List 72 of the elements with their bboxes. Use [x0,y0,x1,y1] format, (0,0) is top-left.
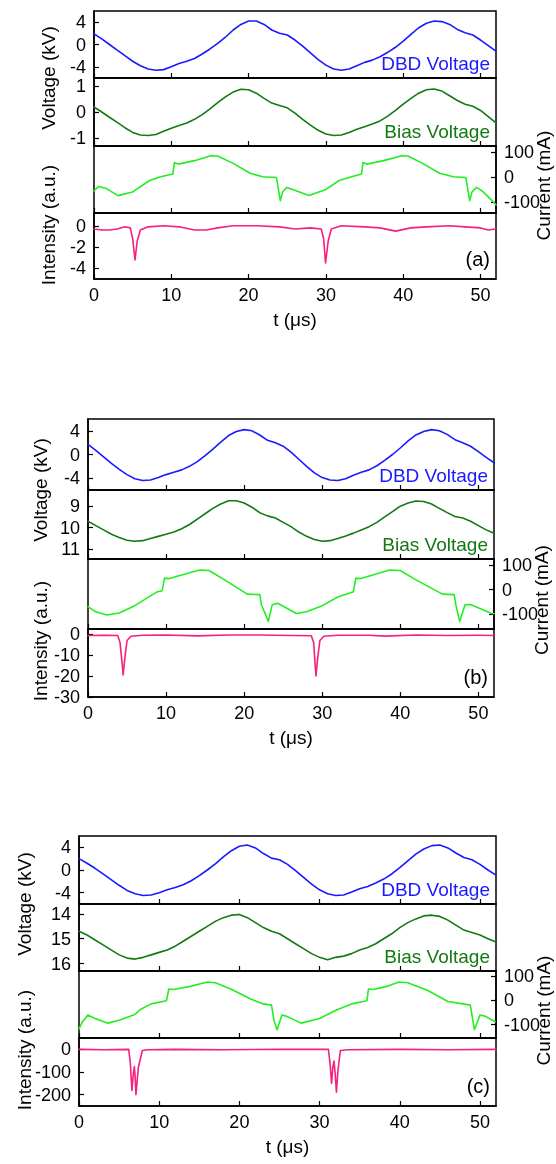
x-axis-title: t (μs) [265,1136,310,1157]
y-tick-label: 14 [50,903,71,924]
y-tick-label: 1 [75,75,86,96]
y2-tick-label: 100 [504,142,535,163]
x-tick-label: 40 [393,285,414,305]
y-axis-title: Voltage (kV) [37,26,59,130]
x-axis-title: t (μs) [273,309,317,330]
y2-tick-label: 100 [504,965,535,986]
x-tick-label: 30 [315,285,336,305]
y-tick-label: 0 [75,215,86,236]
x-tick-label: 10 [161,285,182,305]
x-tick-label: 30 [309,1112,330,1132]
y-tick-label: -4 [54,882,71,903]
x-tick-label: 50 [470,285,491,305]
y-tick-label: 0 [75,34,86,55]
series-label: DBD Voltage [379,465,489,486]
y-axis-title: Intensity (a.u.) [13,989,35,1111]
annotation: (c) [466,1075,491,1097]
y2-tick-label: 0 [502,579,513,600]
y-tick-label: 0 [69,444,80,465]
x-tick-label: 20 [234,703,255,723]
y-tick-label: -30 [53,687,80,707]
y-tick-label: 11 [61,539,80,560]
y-tick-label: -2 [69,237,86,258]
y-tick-label: -1 [69,128,86,149]
y2-tick-label: 0 [504,990,515,1011]
y-axis-title: Intensity (a.u.) [37,164,59,286]
line-series [93,154,497,206]
y-tick-label: 0 [60,1039,71,1060]
x-axis-title: t (μs) [269,727,313,748]
line-series [78,981,496,1031]
y-tick-label: 4 [69,420,80,441]
y2-tick-label: 100 [502,555,533,576]
y-tick-label: -4 [63,468,80,489]
y-tick-label: 9 [69,496,80,517]
x-tick-label: 20 [229,1112,250,1132]
y-tick-label: 15 [50,928,71,949]
x-tick-label: 30 [312,703,333,723]
y-tick-label: 4 [60,837,71,858]
series-label: DBD Voltage [381,879,491,900]
x-tick-label: 40 [389,1112,410,1132]
y-tick-label: -20 [53,666,80,687]
y-axis-title: Intensity (a.u.) [29,580,51,702]
y-tick-label: -10 [53,645,80,666]
series-label: Bias Voltage [384,946,491,967]
line-series [78,1048,497,1096]
y-tick-label: 0 [60,860,71,880]
series-label: Bias Voltage [382,534,489,555]
annotation: (b) [463,666,489,688]
series-label: DBD Voltage [381,53,491,74]
x-tick-label: 20 [238,285,259,305]
y-tick-label: 4 [75,12,86,33]
y-tick-label: 16 [50,953,71,974]
y-tick-label: -4 [69,56,86,77]
x-tick-label: 0 [88,285,100,305]
x-tick-label: 40 [390,703,411,723]
y-tick-label: 0 [75,102,86,122]
series-label: Bias Voltage [384,121,491,142]
y-tick-label: 10 [59,517,80,538]
y-tick-label: -100 [34,1062,71,1082]
y-tick-label: 0 [69,624,80,645]
y2-tick-label: 0 [504,167,515,188]
annotation: (a) [465,248,491,270]
x-tick-label: 10 [149,1112,170,1132]
line-series [87,569,495,623]
y-axis-title: Voltage (kV) [13,852,35,956]
y-axis-title: Voltage (kV) [29,438,51,542]
x-tick-label: 10 [156,703,177,723]
x-tick-label: 50 [469,1112,490,1132]
x-tick-label: 50 [468,703,489,723]
y-tick-label: -4 [69,258,86,279]
y-tick-label: -200 [34,1084,71,1105]
